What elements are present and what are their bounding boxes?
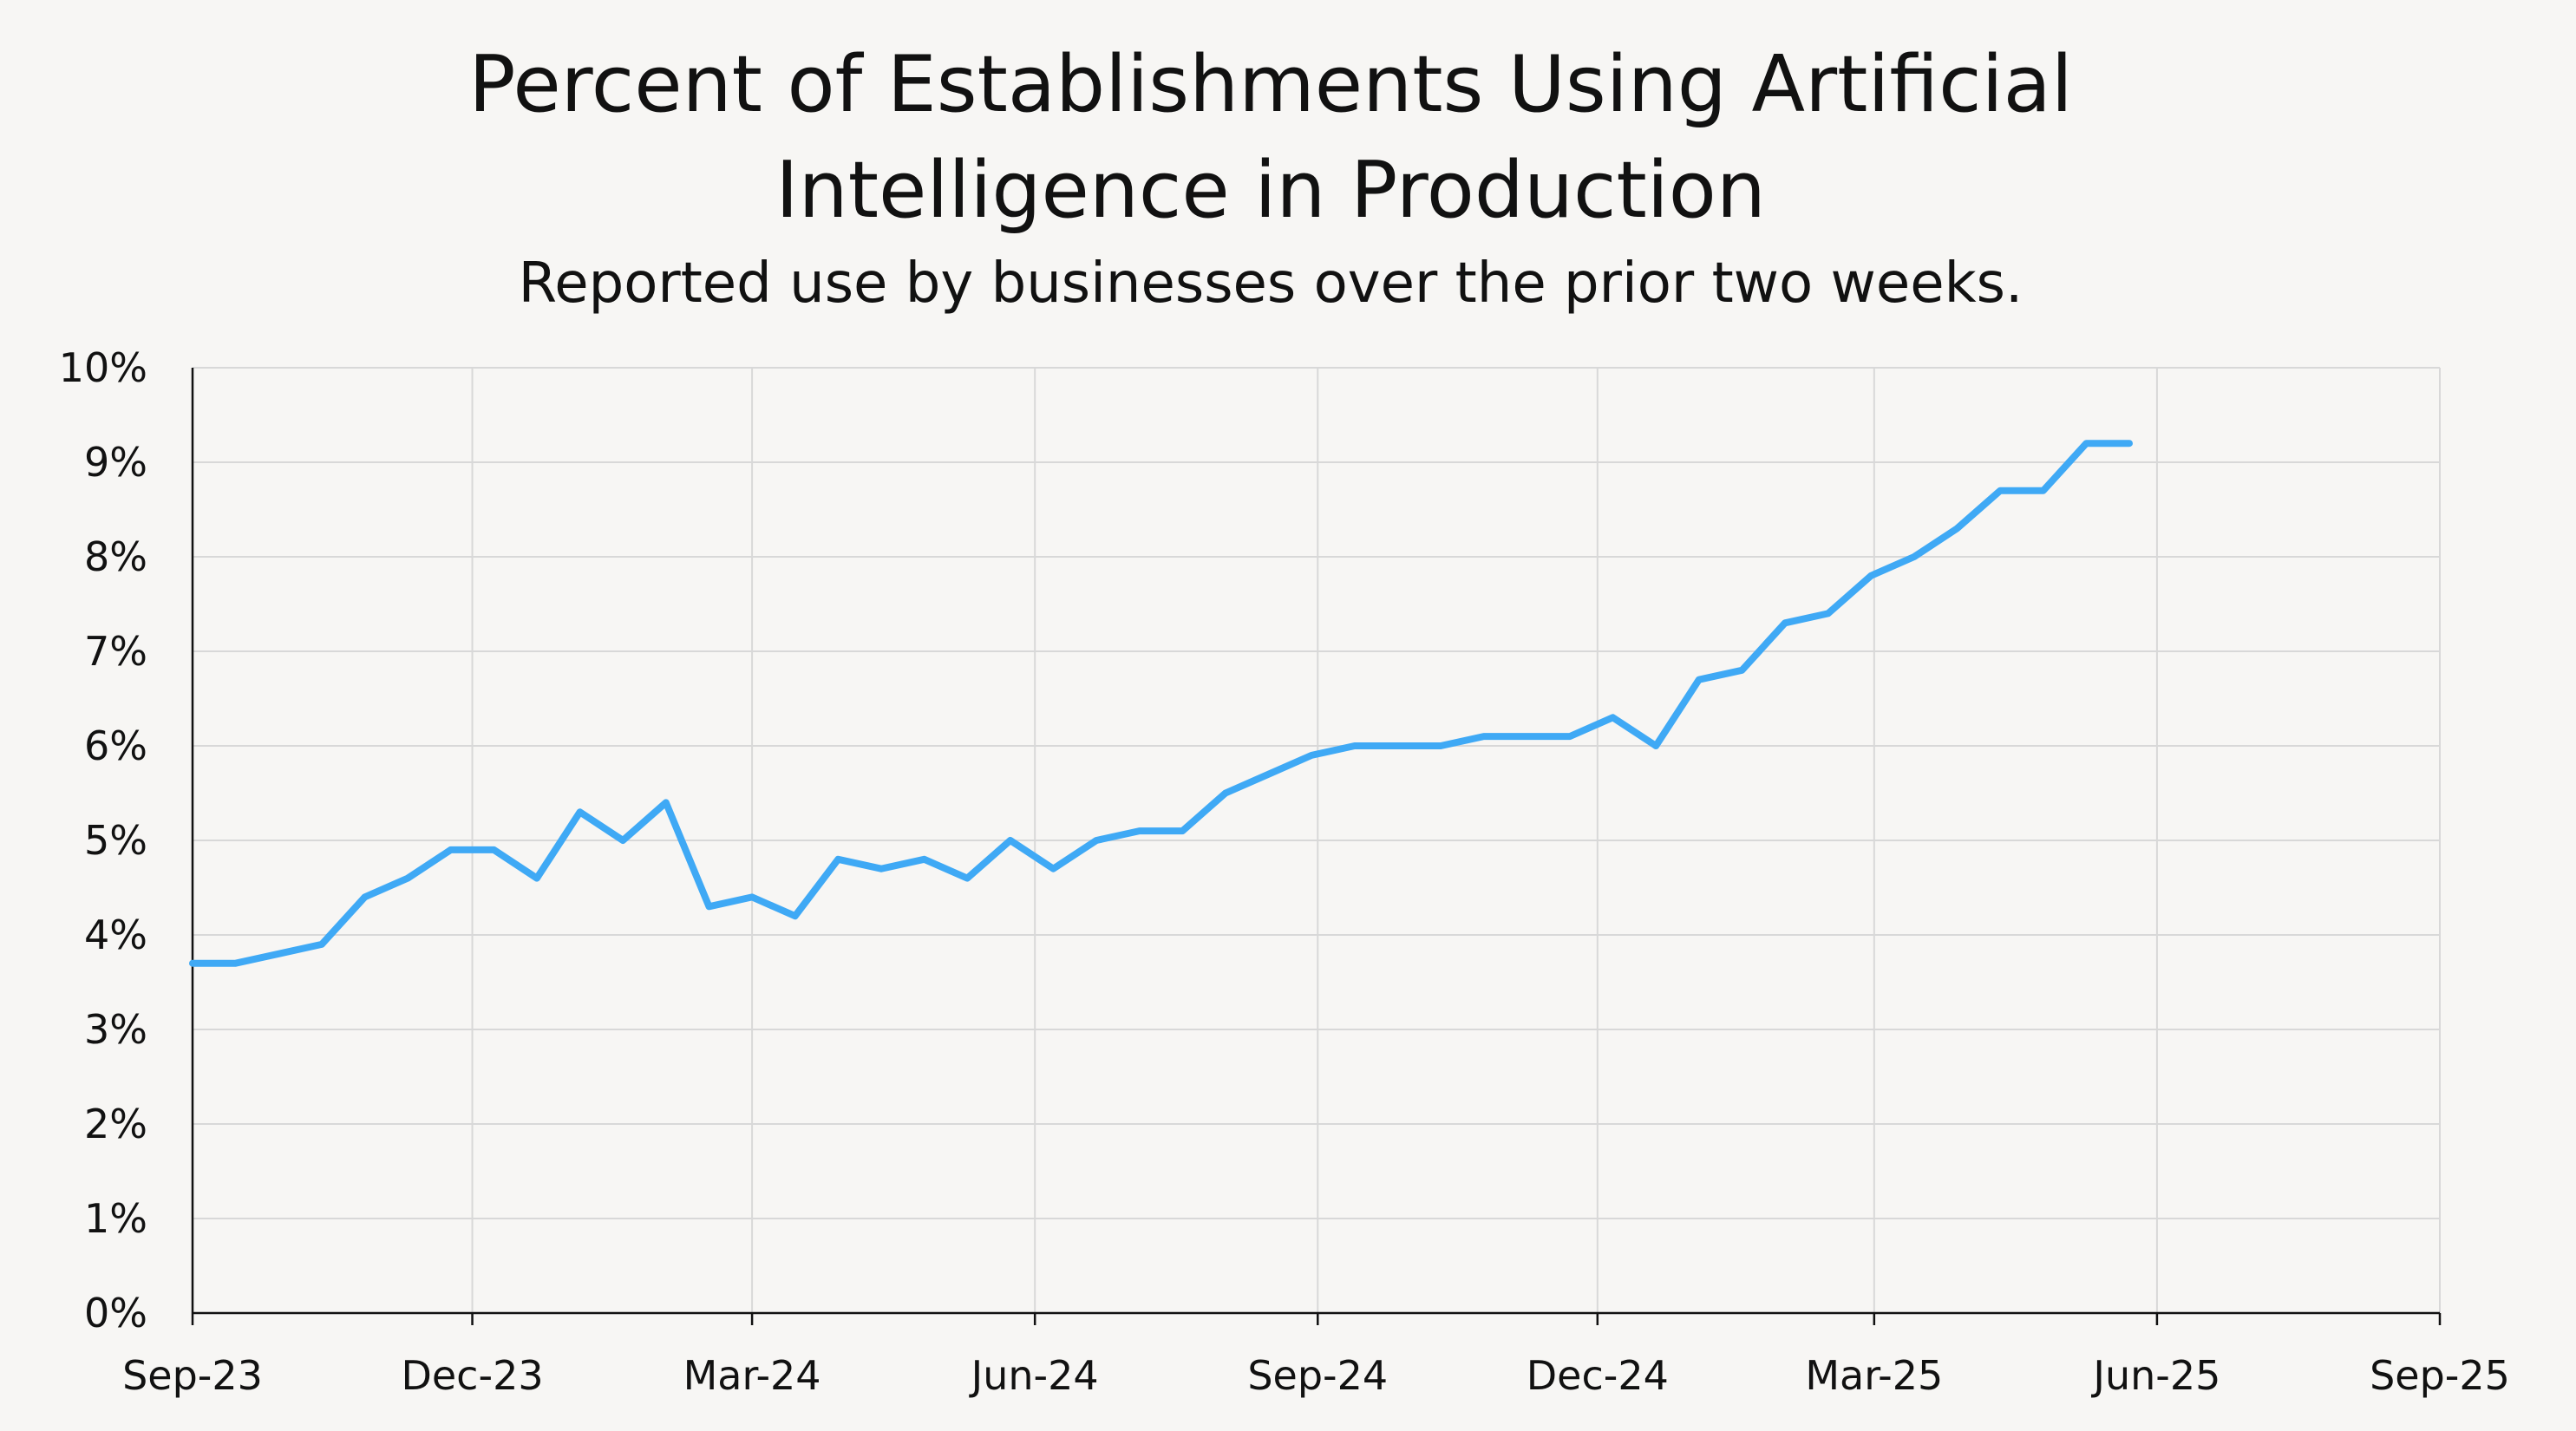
series-line-0: [189, 440, 2133, 967]
x-tick-label: Jun-24: [969, 1352, 1099, 1399]
x-tick-label: Sep-24: [1247, 1352, 1388, 1399]
x-tick-label: Mar-24: [683, 1352, 821, 1399]
series-lines: [189, 440, 2133, 967]
y-tick-label: 10%: [59, 344, 147, 391]
chart-subtitle: Reported use by businesses over the prio…: [519, 252, 2024, 316]
y-tick-label: 2%: [84, 1101, 147, 1147]
y-tick-label: 4%: [84, 912, 147, 958]
y-tick-label: 6%: [84, 722, 147, 769]
y-tick-label: 7%: [84, 628, 147, 675]
y-tick-label: 5%: [84, 817, 147, 864]
y-tick-label: 3%: [84, 1006, 147, 1053]
y-tick-label: 9%: [84, 439, 147, 486]
y-axis-tick-labels: 0% 1% 2% 3% 4% 5% 6% 7% 8% 9% 10%: [59, 344, 147, 1336]
axes: [191, 368, 2442, 1325]
y-tick-label: 1%: [84, 1195, 147, 1242]
x-tick-label: Dec-23: [401, 1352, 543, 1399]
x-axis-tick-labels: Sep-23 Dec-23 Mar-24 Jun-24 Sep-24 Dec-24 Mar-…: [122, 1352, 2510, 1399]
chart-title-line-2: Intelligence in Production: [775, 145, 1766, 236]
y-tick-label: 8%: [84, 533, 147, 580]
x-tick-label: Sep-23: [122, 1352, 263, 1399]
x-tick-label: Dec-24: [1527, 1352, 1669, 1399]
gridlines: [193, 367, 2441, 1313]
x-tick-label: Mar-25: [1805, 1352, 1943, 1399]
y-tick-label: 0%: [84, 1290, 147, 1336]
x-tick-label: Jun-25: [2090, 1352, 2220, 1399]
chart-title-line-1: Percent of Establishments Using Artifici…: [468, 39, 2072, 130]
x-tick-label: Sep-25: [2370, 1352, 2510, 1399]
